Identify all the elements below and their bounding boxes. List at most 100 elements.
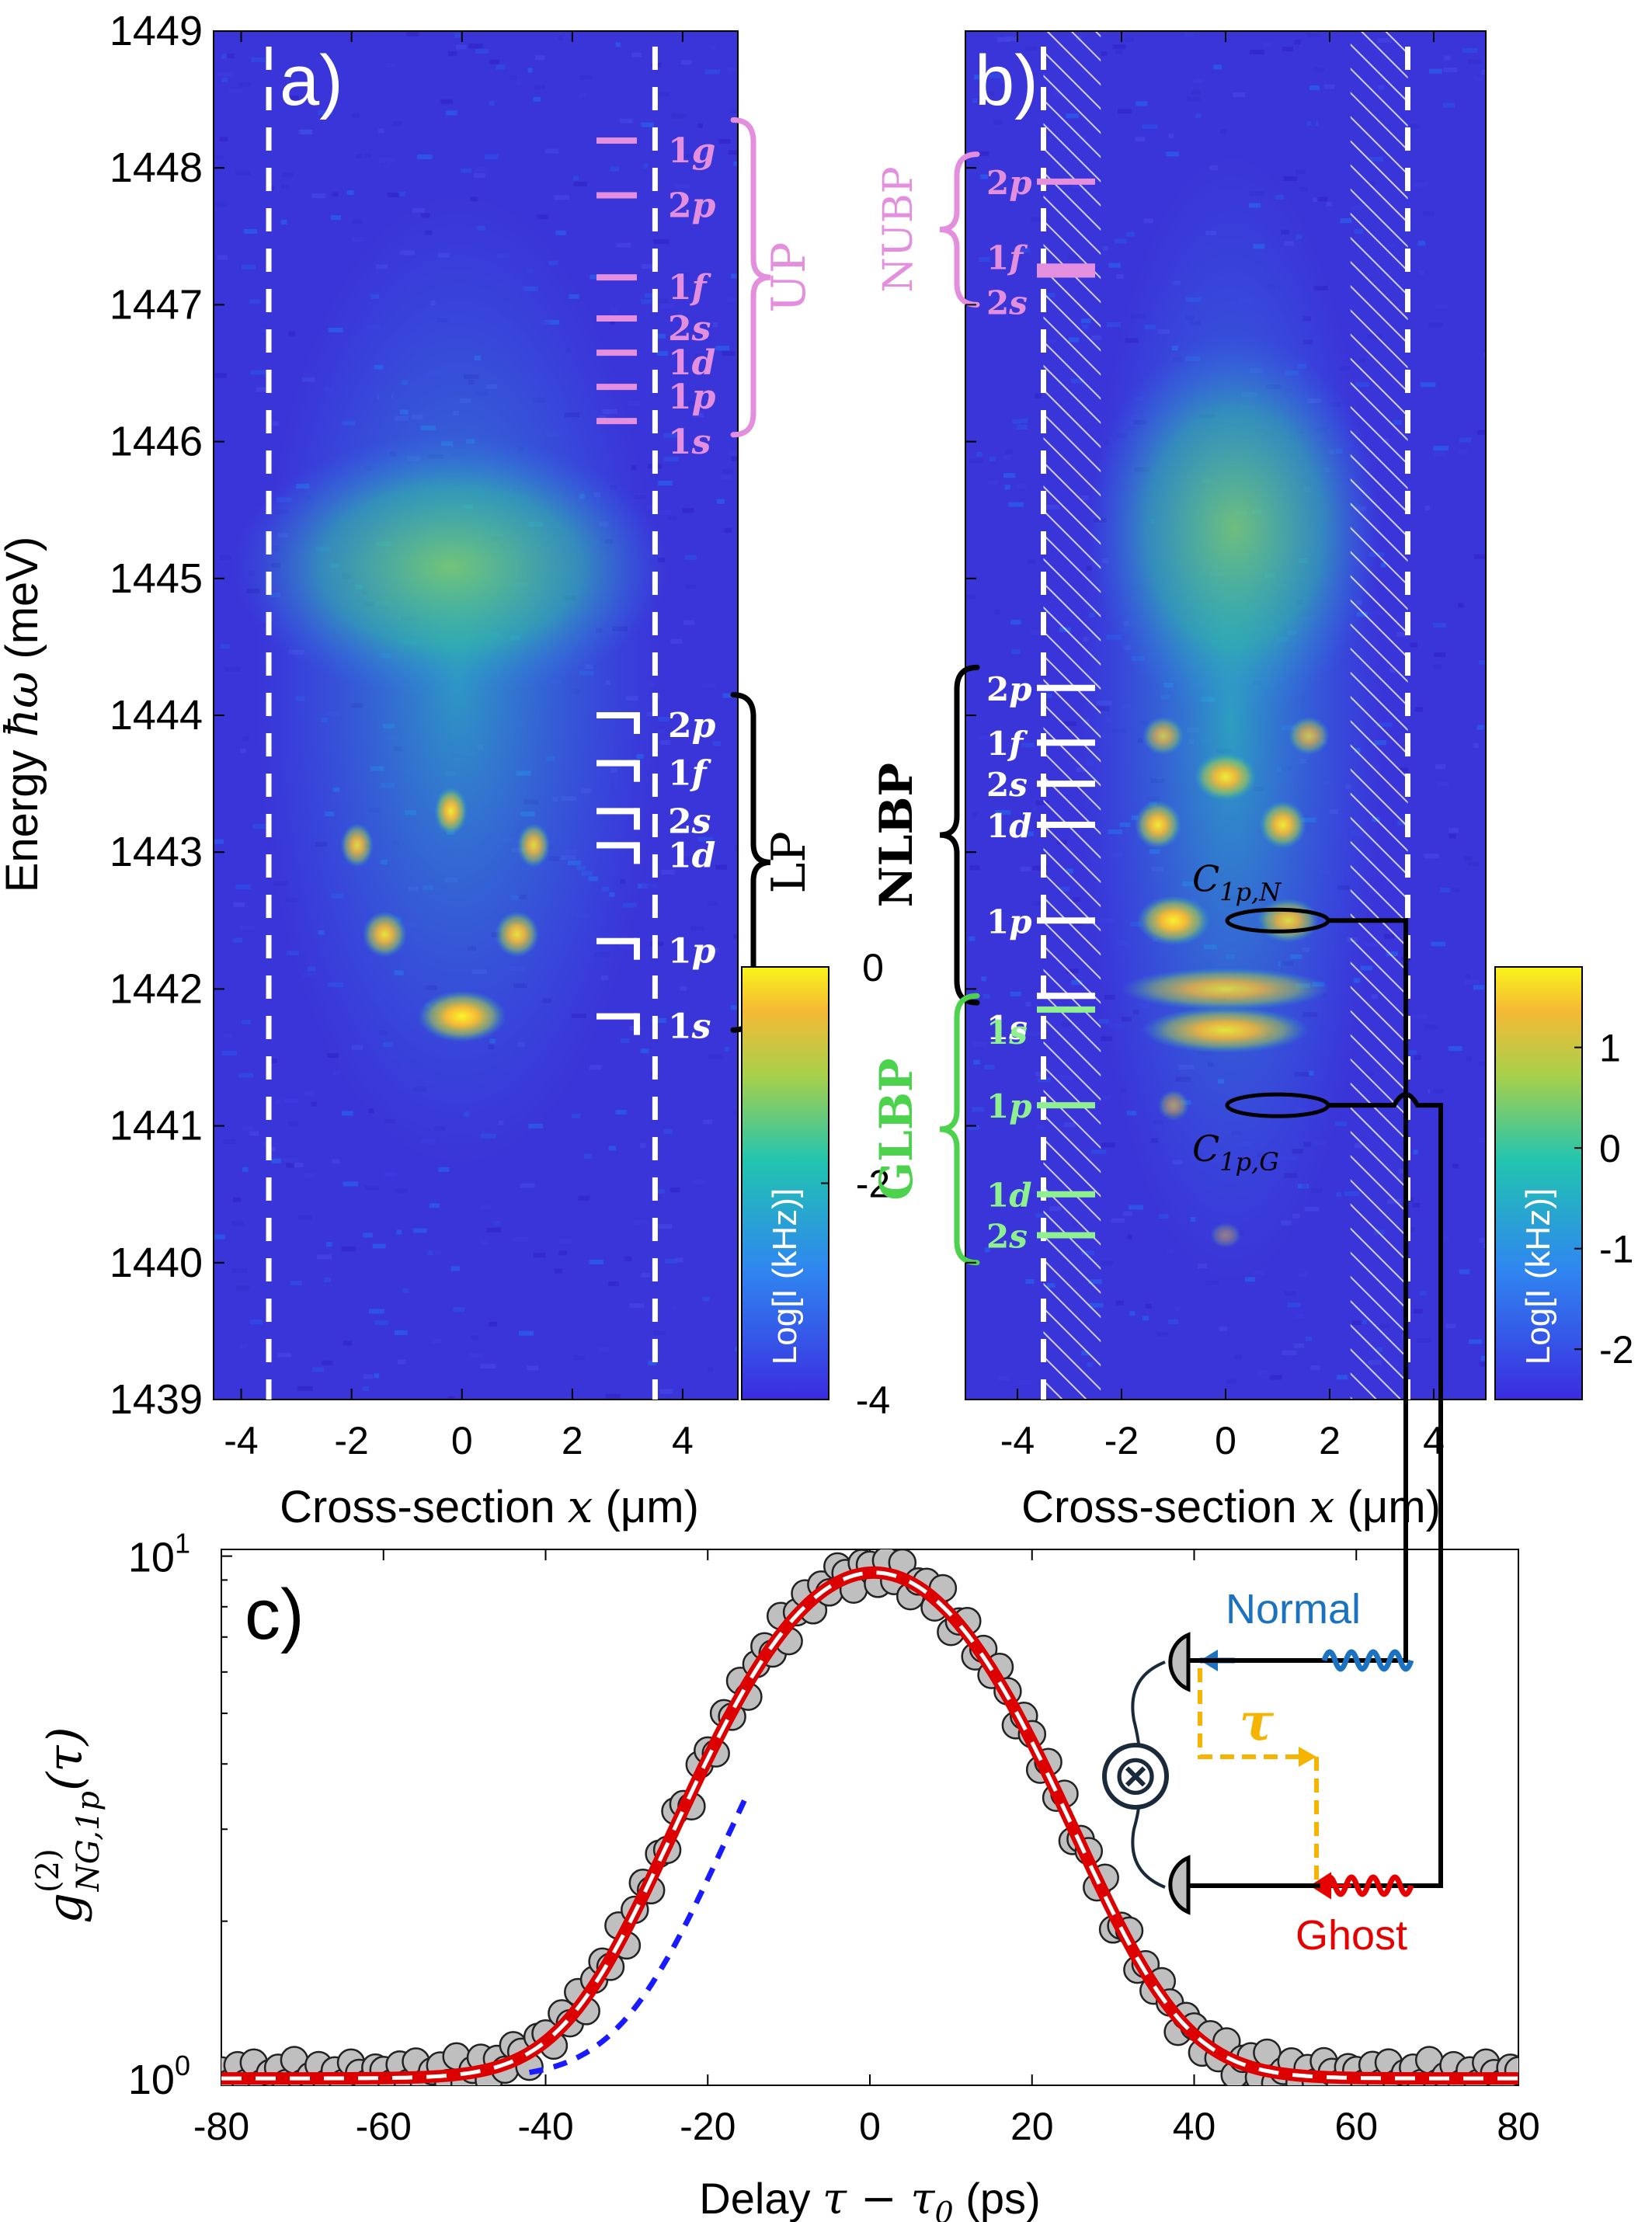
noise-cell: [972, 1107, 985, 1112]
noise-cell: [579, 92, 586, 98]
noise-cell: [574, 1355, 586, 1361]
noise-cell: [1414, 707, 1424, 712]
noise-cell: [1479, 1061, 1486, 1066]
level-label-num: 1: [986, 1014, 1009, 1052]
y-axis-label-a: Energy ħω (meV): [0, 537, 48, 893]
noise-cell: [1433, 664, 1442, 669]
noise-cell: [249, 1131, 259, 1136]
level-label-num: 2: [986, 164, 1009, 202]
noise-cell: [997, 37, 1011, 42]
mode-blob: [495, 911, 540, 958]
noise-cell: [356, 154, 363, 159]
ghost-label: Ghost: [1296, 1912, 1407, 1959]
x-axis-label-c: Delay τ − τ0 (ps): [699, 2174, 1040, 2222]
noise-cell: [729, 450, 738, 456]
noise-cell: [1125, 37, 1134, 43]
y-tick-label: 1447: [110, 281, 203, 328]
hatched-region: [1043, 31, 1101, 1400]
noise-cell: [969, 936, 976, 941]
noise-cell: [1443, 67, 1458, 72]
colorbar-gradient: [741, 966, 829, 1400]
noise-cell: [217, 255, 228, 260]
colorbar-b: -2 -1 0 1 Log[I (kHz)]: [1494, 966, 1633, 1400]
noise-cell: [675, 1257, 683, 1263]
noise-cell: [1129, 1311, 1136, 1316]
noise-cell: [397, 1359, 406, 1365]
noise-cell: [737, 96, 738, 101]
level-label-num: 2: [668, 186, 692, 225]
noise-cell: [1440, 888, 1451, 892]
noise-cell: [687, 401, 700, 406]
level-label: 2s: [668, 802, 711, 841]
noise-cell: [989, 457, 996, 461]
noise-cell: [1428, 322, 1444, 328]
noise-cell: [1167, 1319, 1179, 1324]
noise-cell: [322, 1360, 333, 1365]
noise-cell: [598, 1347, 610, 1352]
hatched-regions-b: [1043, 31, 1408, 1400]
mode-blob: [1157, 1090, 1190, 1121]
noise-cell: [979, 257, 990, 263]
noise-cell: [231, 1268, 248, 1273]
noise-cell: [1430, 1089, 1445, 1094]
level-label-letter: s: [1008, 766, 1028, 804]
colorbar-tick-label: -2: [1599, 1328, 1633, 1372]
noise-cell: [307, 87, 315, 92]
noise-cell: [281, 184, 290, 190]
noise-cell: [578, 1195, 590, 1201]
noise-cell: [297, 1386, 313, 1391]
noise-cell: [233, 1197, 242, 1202]
level-label-letter: p: [692, 706, 716, 746]
noise-cell: [323, 1278, 331, 1283]
curly-brace: [730, 117, 771, 438]
noise-cell: [513, 1236, 529, 1242]
noise-cell: [1410, 642, 1417, 648]
noise-cell: [486, 1227, 502, 1233]
level-label-num: 1: [668, 1007, 692, 1047]
noise-cell: [1030, 630, 1041, 635]
noise-cell: [1414, 1055, 1421, 1060]
curly-brace: [939, 993, 980, 1266]
noise-cell: [384, 1172, 397, 1177]
bracket-label: NUBP: [875, 166, 922, 293]
noise-cell: [1019, 1379, 1031, 1385]
noise-cell: [573, 181, 587, 186]
noise-cell: [228, 89, 242, 94]
noise-cell: [1459, 449, 1468, 454]
noise-cell: [488, 1322, 497, 1327]
noise-cell: [1025, 46, 1038, 51]
noise-cell: [480, 1205, 492, 1210]
noise-cell: [1295, 1313, 1304, 1319]
bracket-label: LP: [762, 831, 816, 893]
noise-cell: [1010, 991, 1021, 996]
noise-cell: [282, 172, 294, 178]
noise-cell: [238, 1073, 253, 1078]
level-label: 1p: [986, 902, 1032, 941]
heatmap-a-up-band: [233, 435, 668, 699]
ticks-a: -4 -2 0 2 4 1439 1440 1441 1442 1443 1444 1445 1446 1…: [110, 8, 694, 1462]
x-axis-label-a: Cross-section x (μm): [280, 1480, 699, 1533]
noise-cell: [474, 172, 485, 178]
noise-cell: [1311, 120, 1316, 126]
noise-cell: [1443, 103, 1455, 108]
noise-cell: [343, 1341, 352, 1346]
brackets-a: UP LP: [730, 117, 816, 1033]
noise-cell: [1466, 1056, 1472, 1062]
level-label: 1d: [668, 836, 715, 875]
noise-cell: [1025, 1002, 1031, 1007]
level-label-letter: d: [692, 343, 716, 383]
noise-cell: [240, 1344, 247, 1349]
noise-cell: [974, 75, 986, 80]
level-label: 2p: [668, 186, 716, 225]
noise-cell: [1027, 559, 1036, 565]
noise-cell: [417, 154, 433, 159]
noise-cell: [362, 1386, 369, 1391]
noise-cell: [722, 351, 736, 356]
noise-cell: [1424, 506, 1430, 511]
noise-cell: [332, 191, 339, 196]
x-tick-label: 60: [1334, 2105, 1378, 2148]
noise-cell: [1187, 96, 1201, 102]
noise-cell: [1473, 76, 1483, 82]
noise-cell: [1467, 59, 1482, 64]
